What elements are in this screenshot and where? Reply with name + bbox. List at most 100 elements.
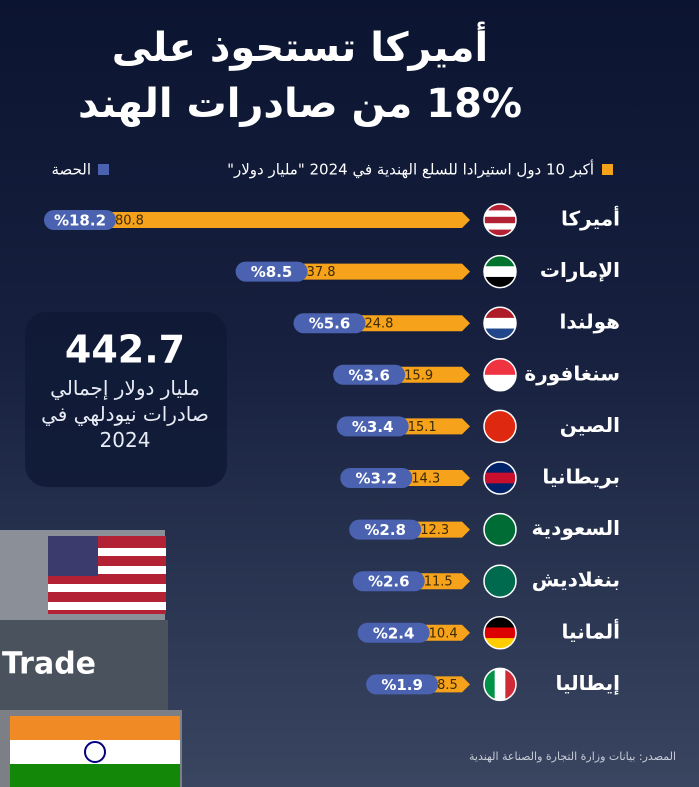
bar [415, 521, 470, 538]
bar [301, 263, 470, 280]
value-label: 15.9 [404, 368, 433, 383]
bar [432, 676, 470, 693]
flag-part [484, 317, 516, 330]
share-label: %2.4 [373, 624, 415, 642]
flag-part [484, 638, 516, 649]
total-value: 442.7 [65, 328, 185, 372]
flag-stripe [48, 584, 166, 592]
flag-ring [483, 409, 517, 444]
flag-part [484, 668, 496, 701]
share-label: %3.2 [355, 470, 397, 488]
value-label: 12.3 [420, 523, 449, 538]
chakra [84, 741, 106, 763]
share-label: %2.6 [368, 573, 410, 591]
share-label: %3.4 [352, 418, 394, 436]
category-label: الصين [560, 413, 620, 437]
title-line: أميركا تستحوذ على [111, 25, 489, 71]
flag-ring [483, 306, 517, 340]
flag-part [484, 223, 516, 231]
flag-stripe [48, 548, 166, 556]
legend-label: الحصة [52, 161, 91, 179]
category-label: أميركا [561, 205, 620, 231]
share-label: %5.6 [309, 315, 351, 333]
share-pill [44, 210, 116, 230]
share-pill [349, 519, 422, 540]
flag-part [484, 374, 516, 391]
bar [402, 418, 470, 435]
value-label: 80.8 [115, 214, 144, 229]
container-text: Trade [2, 647, 96, 682]
flag-part [484, 210, 516, 218]
flag-part [484, 255, 516, 267]
share-label: %1.9 [381, 676, 423, 694]
category-label: سنغافورة [524, 361, 620, 385]
flag-part [505, 668, 516, 701]
bar [110, 212, 470, 228]
flag-part [484, 266, 516, 278]
flag-stripe [10, 716, 180, 740]
flag-stripe [48, 566, 166, 574]
flag-part [494, 668, 506, 701]
value-label: 15.1 [408, 420, 437, 435]
container-decoration [0, 530, 182, 787]
share-pill [235, 261, 308, 282]
flag-part [484, 204, 516, 211]
category-label: بريطانيا [542, 465, 620, 489]
flag-part [484, 307, 516, 319]
category-label: إيطاليا [555, 671, 620, 695]
flag-part [484, 276, 516, 288]
category-label: ألمانيا [562, 617, 620, 643]
share-pill [357, 622, 430, 643]
title-line: 18% من صادرات الهند [78, 81, 522, 127]
flag-part [484, 513, 516, 546]
flag-part [484, 410, 516, 443]
category-label: هولندا [560, 310, 621, 334]
share-pill [333, 364, 406, 385]
value-label: 11.5 [424, 575, 453, 590]
bar [423, 624, 470, 641]
value-label: 8.5 [437, 678, 458, 693]
share-label: %2.8 [364, 521, 406, 539]
flag-part [484, 229, 516, 236]
value-label: 37.8 [307, 265, 336, 280]
flag-part [484, 462, 516, 474]
flag-part [484, 472, 516, 484]
flag-part [484, 627, 516, 639]
share-label: %18.2 [54, 212, 106, 230]
category-label: السعودية [532, 516, 620, 540]
bar [418, 573, 470, 590]
legend-label: أكبر 10 دول استيرادا للسلع الهندية في 20… [227, 160, 594, 180]
share-label: %8.5 [251, 263, 293, 281]
flag-part [484, 358, 516, 376]
flag-ring [483, 254, 517, 289]
container [0, 620, 168, 710]
category-label: الإمارات [540, 258, 620, 282]
total-label: مليار دولار إجمالي صادرات نيودلهي في 202… [41, 376, 209, 452]
total-box [25, 312, 227, 487]
share-pill [336, 416, 409, 437]
legend-swatch [98, 164, 109, 175]
flag-ring [483, 512, 517, 547]
value-label: 24.8 [365, 317, 394, 332]
value-label: 14.3 [411, 472, 440, 487]
flag-stripe [10, 740, 180, 764]
flag-part [484, 565, 516, 598]
value-label: 10.4 [429, 626, 458, 641]
flag-ring [483, 667, 517, 702]
bar [399, 366, 470, 383]
flag-ring [483, 616, 517, 650]
flag-part [484, 483, 516, 494]
flag-part [484, 616, 516, 628]
share-pill [293, 313, 366, 334]
flag-part [484, 328, 516, 340]
source: المصدر: بيانات وزارة التجارة والصناعة ال… [469, 750, 676, 763]
flag-ring [483, 461, 517, 495]
category-label: بنغلاديش [532, 568, 620, 592]
share-pill [340, 468, 413, 488]
flag-part [484, 216, 516, 224]
bar [359, 315, 470, 332]
legend-swatch [602, 164, 613, 175]
flag-canton [48, 536, 98, 576]
